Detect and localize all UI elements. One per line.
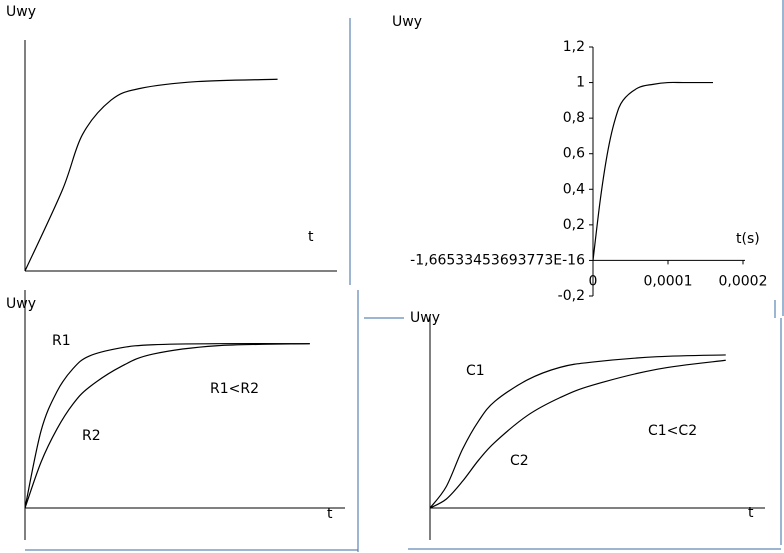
y-tick-label: -0,2	[558, 288, 585, 304]
x-tick-label: 0,0002	[719, 273, 768, 289]
y-tick-label: 0,8	[563, 110, 585, 126]
y-axis-label: Uwy	[6, 296, 36, 312]
line	[24, 78, 278, 272]
annotation: R1<R2	[210, 381, 259, 397]
x-axis-label: t	[748, 505, 754, 521]
frames	[25, 0, 784, 552]
x-tick-label: 0,0001	[644, 273, 693, 289]
y-axis-label: Uwy	[6, 4, 36, 20]
annotation: C1<C2	[648, 423, 697, 439]
y-tick-label: 1	[576, 75, 585, 91]
series-label: C2	[510, 453, 529, 469]
series-label: R2	[82, 428, 101, 444]
x-axis-label: t(s)	[736, 231, 760, 247]
line	[24, 343, 310, 509]
y-axis-label: Uwy	[410, 310, 440, 326]
y-tick-label: 0,6	[563, 146, 585, 162]
line	[429, 359, 726, 509]
y-axis-label: Uwy	[392, 14, 422, 30]
y-tick-label: 0,2	[563, 217, 585, 233]
x-axis-label: t	[327, 506, 333, 522]
y-tick-label: -1,66533453693773E-16	[410, 252, 585, 268]
y-tick-label: 0,4	[563, 181, 585, 197]
line	[592, 81, 713, 261]
line	[24, 343, 310, 509]
x-tick-label: 0	[589, 273, 598, 289]
y-tick-label: 1,2	[563, 39, 585, 55]
line	[429, 354, 726, 509]
series-label: R1	[52, 333, 71, 349]
x-axis-label: t	[308, 229, 314, 245]
series-label: C1	[466, 363, 485, 379]
